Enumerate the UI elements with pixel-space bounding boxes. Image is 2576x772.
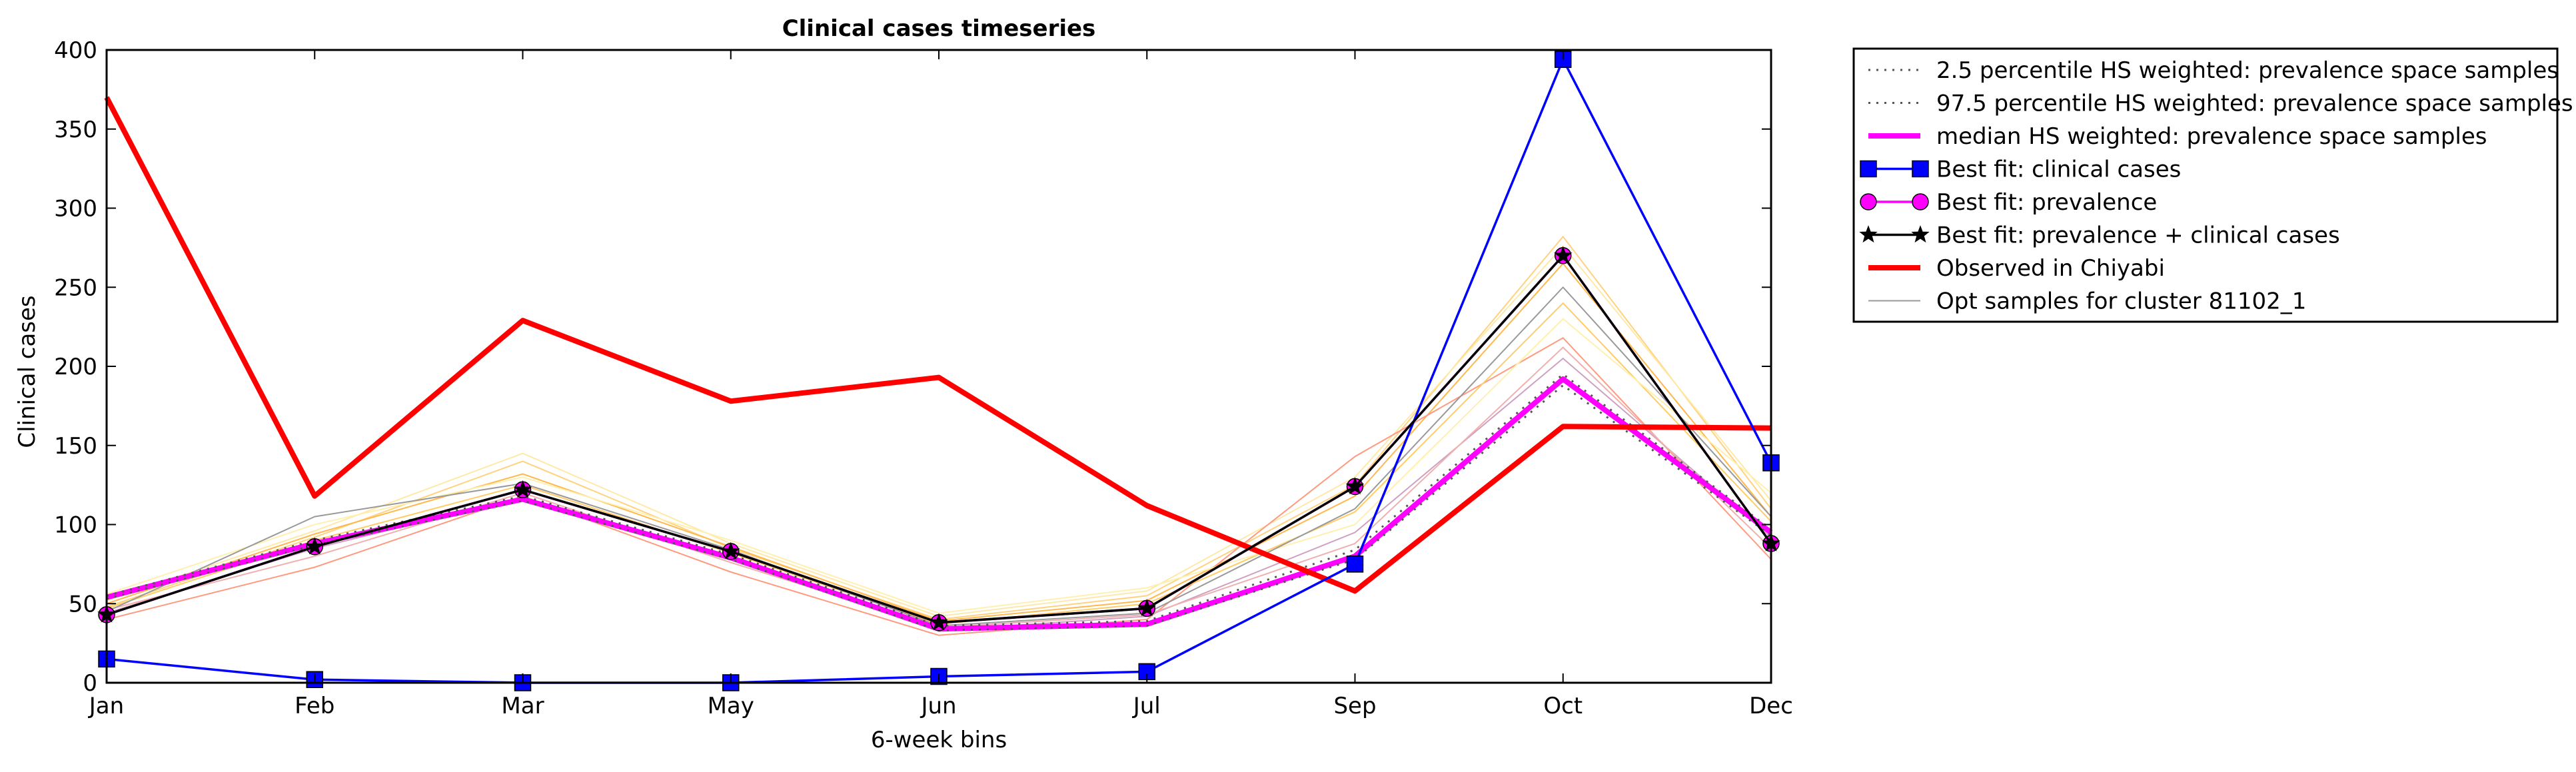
- sample-line: [106, 336, 1772, 636]
- legend: 2.5 percentile HS weighted: prevalence s…: [1852, 47, 2573, 323]
- legend-label: median HS weighted: prevalence space sam…: [1936, 123, 2487, 150]
- series-line: [104, 96, 1772, 594]
- sample-line: [106, 235, 1772, 621]
- x-tick-label: Oct: [1543, 693, 1583, 719]
- y-tick-label: 350: [54, 117, 97, 143]
- x-tick-label: Mar: [501, 693, 544, 719]
- legend-marker: [1912, 160, 1929, 178]
- x-tick-label: Feb: [295, 693, 334, 719]
- sample-line: [106, 357, 1772, 631]
- x-tick-label: Jul: [1132, 693, 1161, 719]
- legend-label: Best fit: prevalence + clinical cases: [1936, 222, 2340, 249]
- sample-line: [106, 346, 1772, 628]
- data-point: [722, 542, 740, 560]
- legend-marker: [1859, 225, 1878, 243]
- data-point: [305, 537, 324, 555]
- y-tick-label: 400: [54, 37, 97, 64]
- y-axis-label: Clinical cases: [14, 295, 41, 448]
- legend-marker: [1912, 193, 1929, 210]
- data-point: [1346, 556, 1364, 573]
- y-tick-label: 100: [54, 512, 97, 539]
- legend-label: Opt samples for cluster 81102_1: [1936, 288, 2306, 315]
- x-tick-label: Jun: [920, 693, 956, 719]
- sample-line: [106, 262, 1772, 622]
- y-tick-label: 200: [54, 354, 97, 380]
- x-axis-label: 6-week bins: [871, 727, 1007, 753]
- legend-marker: [1860, 160, 1877, 178]
- x-tick-label: Jan: [88, 693, 124, 719]
- legend-label: Observed in Chiyabi: [1936, 255, 2165, 282]
- y-tick-label: 50: [69, 591, 97, 617]
- sample-line: [106, 318, 1772, 614]
- data-point: [1137, 598, 1156, 617]
- legend-marker: [1860, 193, 1877, 210]
- y-tick-label: 300: [54, 196, 97, 222]
- legend-label: 97.5 percentile HS weighted: prevalence …: [1936, 91, 2573, 117]
- y-tick-label: 0: [83, 670, 97, 697]
- legend-label: 2.5 percentile HS weighted: prevalence s…: [1936, 57, 2559, 84]
- series-lines: [97, 51, 1780, 691]
- x-tick-label: Dec: [1749, 693, 1793, 719]
- series-line: [106, 58, 1772, 684]
- x-tick-label: Sep: [1333, 693, 1376, 719]
- legend-box: [1852, 47, 2559, 323]
- y-tick-label: 150: [54, 433, 97, 460]
- chart-title: Clinical cases timeseries: [782, 15, 1096, 42]
- x-tick-label: May: [708, 693, 754, 719]
- data-point: [930, 613, 948, 631]
- legend-marker: [1911, 225, 1930, 243]
- series-line: [105, 376, 1773, 632]
- data-point: [513, 480, 532, 498]
- axis-ticks: Jan Feb Mar May Jun Jul Sep Oct Dec 0 50 100 150 200 2…: [54, 37, 1793, 719]
- plot-frame: [105, 49, 1772, 684]
- y-tick-label: 250: [54, 274, 97, 301]
- legend-label: Best fit: prevalence: [1936, 189, 2157, 216]
- data-point: [1345, 477, 1365, 495]
- data-point: [1554, 246, 1573, 264]
- series-line: [106, 384, 1772, 632]
- legend-label: Best fit: clinical cases: [1936, 157, 2181, 183]
- sample-lines: [106, 235, 1772, 636]
